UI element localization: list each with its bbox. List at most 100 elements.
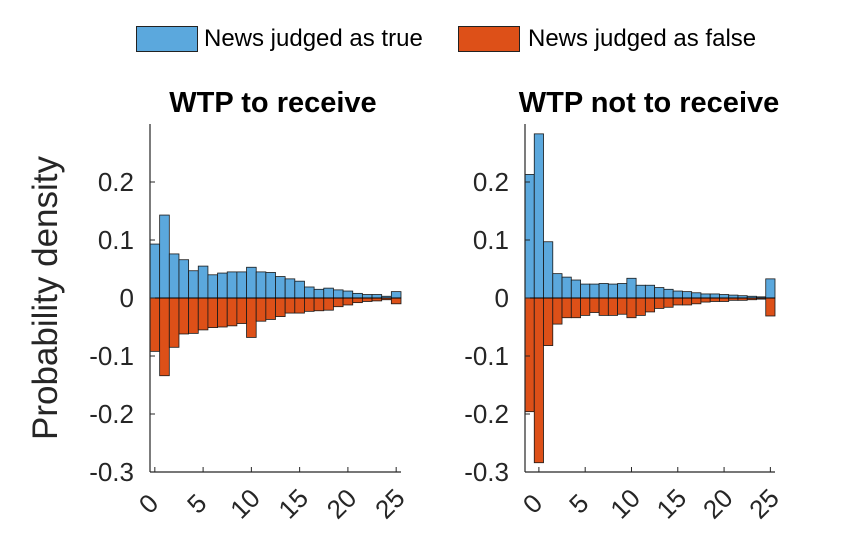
bar-true-12 xyxy=(644,284,656,299)
bar-true-9 xyxy=(236,271,247,299)
bar-false-17 xyxy=(691,297,702,305)
bar-true-19 xyxy=(709,293,720,299)
bar-true-7 xyxy=(598,283,609,299)
bar-true-15 xyxy=(294,280,305,299)
bar-false-3 xyxy=(178,297,190,335)
bar-true-0 xyxy=(149,243,161,299)
bar-false-18 xyxy=(323,297,334,311)
bar-true-3 xyxy=(178,259,190,299)
y-tick-label: -0.1 xyxy=(89,341,134,371)
x-tick-label: 25 xyxy=(369,483,411,525)
bar-true-16 xyxy=(304,286,315,299)
bar-true-13 xyxy=(275,276,286,299)
bar-true-20 xyxy=(719,294,730,299)
bar-true-11 xyxy=(635,284,646,299)
bar-false-7 xyxy=(598,297,609,316)
bar-true-18 xyxy=(700,293,711,299)
bar-false-20 xyxy=(342,297,354,306)
chart-panel-wtp-to-receive: WTP to receive-0.3-0.2-0.100.10.20 5 10 15 2… xyxy=(89,87,410,524)
bar-false-2 xyxy=(552,297,563,325)
bar-false-14 xyxy=(663,297,674,308)
x-tick-label: 5 xyxy=(563,488,594,519)
x-tick-label: 15 xyxy=(651,483,693,525)
bar-true-5 xyxy=(580,283,591,299)
bar-true-16 xyxy=(682,291,693,299)
bar-true-0 xyxy=(533,133,544,299)
bar-true-23 xyxy=(371,294,383,299)
bar-true-10 xyxy=(626,277,637,299)
bar-false-17 xyxy=(313,297,325,312)
bar-true-3 xyxy=(561,276,572,299)
bar-false-7 xyxy=(217,297,228,328)
bar-false-16 xyxy=(682,297,693,306)
bar-true-19 xyxy=(333,289,344,299)
bar-false-19 xyxy=(333,297,344,308)
chart-panel-wtp-not-to-receive: WTP not to receive-0.3-0.2-0.100.10.20 5 1… xyxy=(464,87,785,524)
bar-false-1 xyxy=(159,297,170,377)
y-tick-label: 0.2 xyxy=(473,167,509,197)
bar-true-20 xyxy=(342,290,354,299)
bar-false-13 xyxy=(275,297,286,317)
bar-false-10 xyxy=(246,297,257,338)
bar-true-25 xyxy=(765,278,776,299)
bar-false-13 xyxy=(654,297,665,309)
bar-false-10 xyxy=(626,297,637,319)
bar-false-9 xyxy=(617,297,628,315)
bar-true--1 xyxy=(524,174,535,299)
bar-false-4 xyxy=(188,297,199,334)
y-tick-label: -0.3 xyxy=(89,457,134,487)
x-tick-label: 0 xyxy=(517,488,548,519)
bar-false-11 xyxy=(255,297,267,322)
y-tick-label: 0 xyxy=(120,283,134,313)
bar-false-3 xyxy=(561,297,572,319)
legend-label-false: News judged as false xyxy=(528,25,757,52)
bar-true-7 xyxy=(217,272,228,299)
y-tick-label: -0.2 xyxy=(464,399,509,429)
bar-true-4 xyxy=(570,279,581,299)
bar-false-1 xyxy=(543,297,554,346)
bar-false-14 xyxy=(284,297,296,314)
y-tick-label: 0.2 xyxy=(98,167,134,197)
bar-false-15 xyxy=(672,297,683,306)
bar-true-5 xyxy=(197,265,209,299)
bar-false--1 xyxy=(524,297,535,413)
bar-true-8 xyxy=(226,271,238,299)
x-tick-label: 25 xyxy=(743,483,785,525)
chart-title: WTP not to receive xyxy=(519,87,780,119)
legend-swatch-true xyxy=(136,26,198,52)
x-tick-label: 5 xyxy=(181,488,212,519)
x-tick-label: 10 xyxy=(224,483,266,525)
bar-false-8 xyxy=(226,297,238,327)
bar-true-10 xyxy=(246,266,257,299)
bar-true-1 xyxy=(159,214,170,299)
bar-true-4 xyxy=(188,270,199,299)
bar-false-21 xyxy=(352,297,363,304)
bar-false-22 xyxy=(361,297,373,302)
bar-false-19 xyxy=(709,297,720,302)
bar-true-6 xyxy=(207,274,218,299)
x-tick-label: 10 xyxy=(604,483,646,525)
bar-true-17 xyxy=(691,292,702,299)
x-tick-label: 20 xyxy=(697,483,739,525)
bar-false-5 xyxy=(580,297,591,316)
bar-true-13 xyxy=(654,287,665,299)
bar-false-6 xyxy=(207,297,218,328)
y-axis-label: Probability density xyxy=(26,155,65,440)
x-tick-label: 0 xyxy=(133,488,164,519)
y-tick-label: 0.1 xyxy=(473,225,509,255)
bar-true-22 xyxy=(361,294,373,299)
chart-title: WTP to receive xyxy=(169,87,376,119)
y-tick-label: 0 xyxy=(495,283,509,313)
bar-false-11 xyxy=(635,297,646,316)
y-tick-label: -0.2 xyxy=(89,399,134,429)
bar-true-15 xyxy=(672,290,683,299)
legend-label-true: News judged as true xyxy=(204,25,423,52)
bar-false-8 xyxy=(607,297,618,316)
bar-true-25 xyxy=(390,291,402,299)
bar-true-6 xyxy=(589,283,600,299)
bar-false-2 xyxy=(168,297,180,348)
bar-false-15 xyxy=(294,297,305,314)
bar-true-2 xyxy=(552,273,563,299)
bar-false-20 xyxy=(719,297,730,302)
